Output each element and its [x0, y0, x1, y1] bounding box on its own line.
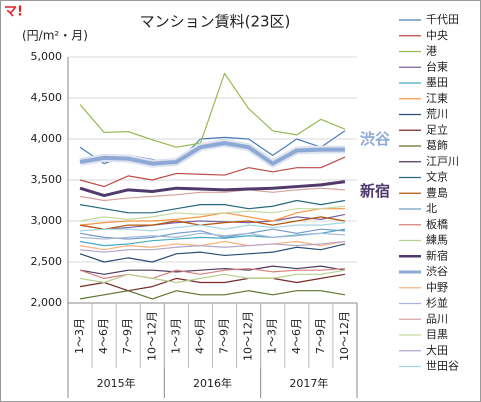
series-line	[80, 232, 345, 240]
legend-label: 世田谷	[426, 360, 459, 373]
x-tick-label: 7～9月	[314, 318, 327, 354]
legend-label: 目黒	[426, 328, 448, 341]
series-line	[79, 156, 346, 188]
legend-label: 墨田	[426, 76, 448, 89]
y-tick-label: 4,000	[31, 132, 63, 145]
x-tick-label: 7～9月	[121, 318, 134, 354]
y-tick-label: 5,000	[31, 50, 63, 63]
legend-label: 北	[426, 202, 437, 215]
y-tick-label: 2,000	[31, 296, 63, 309]
y-tick-label: 2,500	[31, 255, 63, 268]
legend-label: 江戸川	[426, 155, 459, 168]
legend-label: 新宿	[426, 248, 448, 262]
series-line	[79, 216, 346, 230]
series-line	[79, 240, 346, 251]
x-tick-label: 10～12月	[145, 311, 158, 361]
x-tick-label: 1～3月	[266, 318, 279, 354]
x-tick-label: 4～6月	[97, 318, 110, 354]
series-line	[79, 208, 345, 226]
annotation: 渋谷	[360, 130, 391, 148]
legend-label: 千代田	[426, 13, 459, 26]
x-tick-label: 10～12月	[338, 311, 351, 361]
series-line	[79, 273, 346, 292]
legend-label: 中央	[426, 29, 448, 42]
x-tick-label: 1～3月	[73, 318, 86, 354]
series-line	[79, 141, 345, 166]
logo: マ!	[4, 5, 23, 20]
x-tick-label: 4～6月	[193, 318, 206, 354]
y-tick-label: 3,000	[31, 214, 63, 227]
series-line	[79, 205, 346, 222]
series-line	[79, 213, 346, 230]
series-line	[79, 199, 346, 214]
legend-label: 品川	[426, 312, 448, 325]
series-line	[79, 240, 346, 253]
series-line	[79, 267, 345, 279]
group-label: 2016年	[193, 376, 232, 390]
x-tick-label: 1～3月	[169, 318, 182, 354]
group-label: 2017年	[289, 376, 328, 390]
series-line	[79, 72, 346, 148]
series-line	[79, 265, 346, 275]
legend-label: 中野	[426, 281, 448, 294]
legend-label: 足立	[426, 122, 448, 136]
legend-label: 板橋	[426, 217, 448, 231]
legend-label: 江東	[426, 92, 448, 105]
series-line	[79, 187, 345, 202]
series-line	[79, 269, 346, 284]
series-line	[79, 243, 346, 263]
legend-label: 渋谷	[426, 265, 448, 278]
legend-label: 大田	[426, 343, 448, 357]
y-tick-label: 3,500	[31, 173, 63, 186]
series-line	[80, 222, 346, 232]
series-line	[79, 228, 346, 247]
x-tick-label: 4～6月	[290, 318, 303, 354]
legend-label: 練馬	[426, 233, 448, 247]
x-tick-label: 7～9月	[218, 318, 231, 354]
y-axis-label: (円/m²・月)	[22, 29, 88, 43]
x-tick-label: 10～12月	[242, 311, 255, 361]
legend-label: 港	[426, 45, 437, 58]
chart-title: マンション賃料(23区)	[140, 13, 291, 31]
legend-label: 台東	[426, 59, 448, 73]
series-line	[79, 180, 346, 198]
series-line	[79, 290, 346, 300]
group-label: 2015年	[97, 376, 136, 390]
legend-label: 文京	[426, 170, 448, 184]
y-tick-label: 4,500	[31, 91, 63, 104]
annotation: 新宿	[360, 182, 390, 200]
legend-label: 葛飾	[426, 139, 448, 152]
legend-label: 荒川	[426, 108, 448, 121]
legend-label: 豊島	[426, 185, 448, 199]
legend-label: 杉並	[426, 296, 448, 310]
